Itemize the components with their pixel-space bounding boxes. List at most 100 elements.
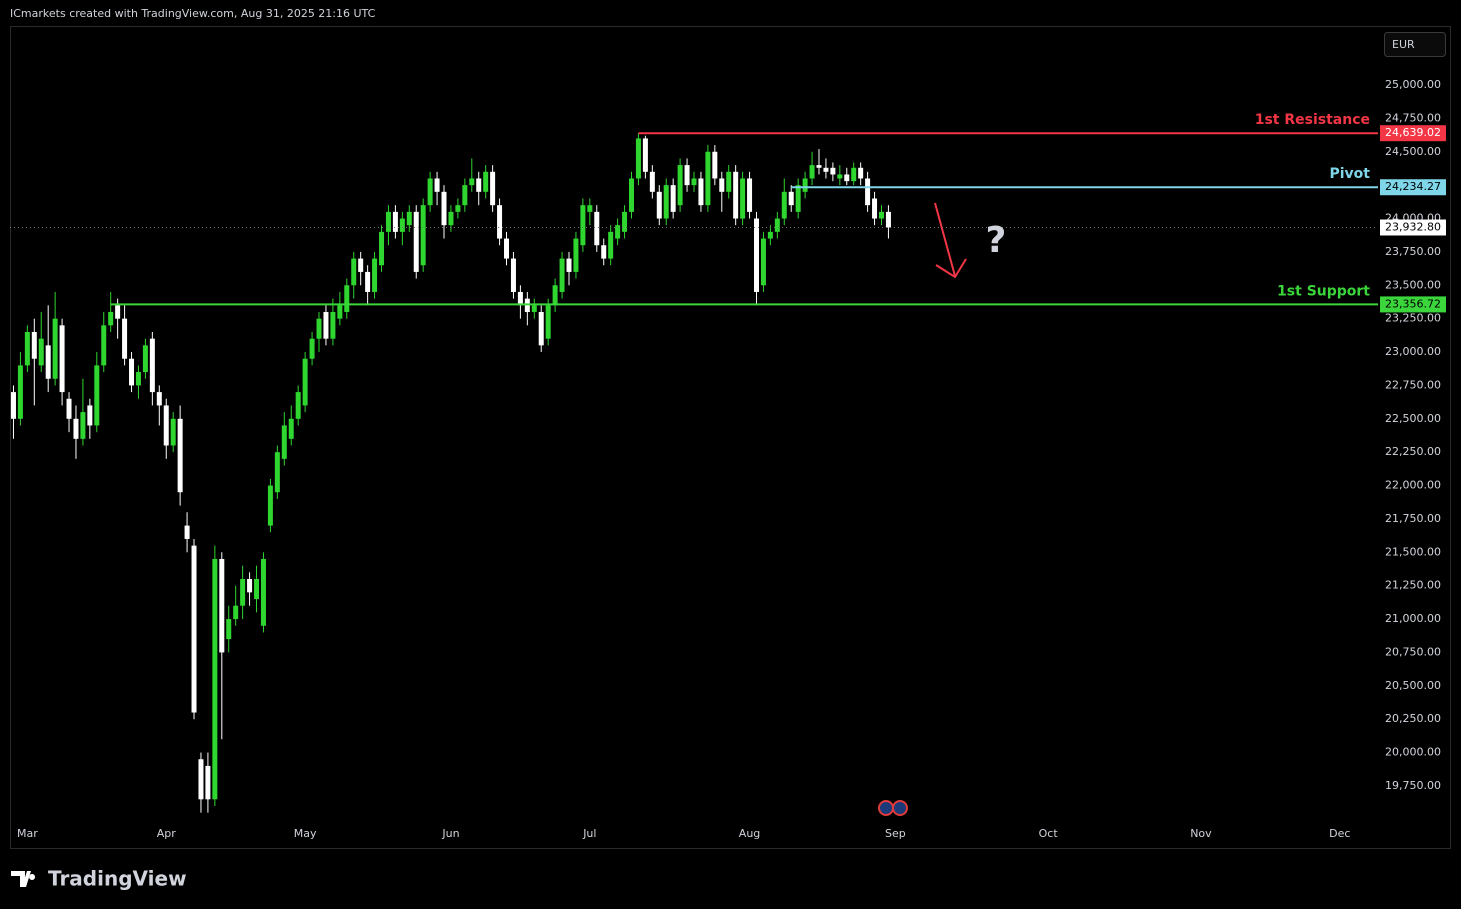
x-tick-label: Apr <box>157 827 177 840</box>
x-tick-label: Mar <box>17 827 38 840</box>
currency-label: EUR <box>1392 38 1415 51</box>
currency-button[interactable] <box>1384 32 1446 57</box>
candle-body <box>747 178 753 212</box>
candle-body <box>851 167 857 182</box>
y-tick-label: 23,750.00 <box>1385 245 1441 258</box>
event-icon[interactable] <box>878 800 894 816</box>
candle-body <box>31 332 37 359</box>
y-tick-label: 21,000.00 <box>1385 612 1441 625</box>
candle-body <box>226 619 232 640</box>
candle-body <box>94 365 100 426</box>
candle-body <box>774 218 780 232</box>
candle-body <box>517 291 523 306</box>
candle-body <box>135 372 141 386</box>
candle-body <box>795 185 801 212</box>
candle-body <box>233 605 239 620</box>
candle-body <box>80 412 86 439</box>
arrow-drawing <box>934 202 967 279</box>
candle-body <box>10 392 16 419</box>
x-tick-label: May <box>294 827 317 840</box>
y-tick-label: 20,250.00 <box>1385 712 1441 725</box>
candle-body <box>281 425 287 459</box>
candle-body <box>87 405 93 426</box>
candle-body <box>670 185 676 212</box>
candle-body <box>302 358 308 406</box>
arrow-shaft <box>934 202 956 277</box>
candle-body <box>594 211 600 246</box>
arrow-head <box>935 258 967 279</box>
y-tick-label: 24,500.00 <box>1385 145 1441 158</box>
level-price-box <box>1380 179 1446 196</box>
candle-body <box>392 211 398 232</box>
candle-body <box>427 178 433 206</box>
candle-body <box>247 579 253 593</box>
candle-body <box>531 305 537 312</box>
candle-body <box>351 258 357 286</box>
candle-body <box>17 365 23 419</box>
candle-body <box>142 345 148 373</box>
level-price-label: 24,234.27 <box>1385 180 1441 193</box>
x-tick-label: Jul <box>582 827 596 840</box>
candle-body <box>406 211 412 226</box>
candle-body <box>170 418 176 446</box>
level-name: Pivot <box>1330 166 1371 182</box>
header-text: ICmarkets created with TradingView.com, … <box>10 7 376 20</box>
level-name: 1st Resistance <box>1255 112 1370 128</box>
candle-body <box>316 318 322 339</box>
brand: TradingView <box>11 867 187 891</box>
candle-body <box>254 579 260 600</box>
candle-body <box>163 405 169 446</box>
y-tick-label: 20,000.00 <box>1385 746 1441 759</box>
candle-body <box>274 452 280 493</box>
candle-body <box>379 231 385 266</box>
candle-body <box>420 205 426 266</box>
candle-body <box>830 167 836 175</box>
candle-body <box>330 311 336 339</box>
candle-body <box>101 325 107 366</box>
y-tick-label: 20,750.00 <box>1385 645 1441 658</box>
candle-body <box>441 191 447 226</box>
event-icons <box>878 800 908 816</box>
candle-body <box>733 171 739 219</box>
event-icon[interactable] <box>892 800 908 816</box>
y-tick-label: 21,500.00 <box>1385 545 1441 558</box>
candle-body <box>184 525 190 539</box>
candle-body <box>365 271 371 292</box>
candle-body <box>837 174 843 179</box>
y-tick-label: 21,750.00 <box>1385 512 1441 525</box>
candle-body <box>156 392 162 406</box>
candle-body <box>601 245 607 259</box>
y-tick-label: 23,250.00 <box>1385 312 1441 325</box>
candle-body <box>469 178 475 186</box>
candle-body <box>177 418 183 493</box>
y-tick-label: 23,500.00 <box>1385 278 1441 291</box>
candle-body <box>295 392 301 419</box>
level-price-label: 24,639.02 <box>1385 126 1441 139</box>
candle-body <box>760 238 766 286</box>
candle-body <box>677 165 683 206</box>
candle-body <box>358 258 364 272</box>
x-tick-label: Jun <box>441 827 459 840</box>
x-tick-label: Nov <box>1190 827 1212 840</box>
candle-body <box>455 205 461 212</box>
candle-body <box>434 178 440 192</box>
candle-body <box>767 231 773 239</box>
candle-body <box>844 174 850 182</box>
x-tick-label: Sep <box>885 827 906 840</box>
candle-body <box>337 305 343 319</box>
candle-body <box>823 167 829 172</box>
candle-body <box>691 178 697 186</box>
candle-body <box>372 258 378 292</box>
candle-body <box>510 258 516 292</box>
y-tick-label: 22,250.00 <box>1385 445 1441 458</box>
candle-body <box>122 318 128 359</box>
candle-body <box>559 258 565 292</box>
candle-body <box>622 211 628 232</box>
candle-body <box>38 338 44 366</box>
candle-body <box>448 211 454 226</box>
candle-body <box>698 178 704 206</box>
candle-body <box>649 171 655 192</box>
candle-body <box>52 318 58 379</box>
